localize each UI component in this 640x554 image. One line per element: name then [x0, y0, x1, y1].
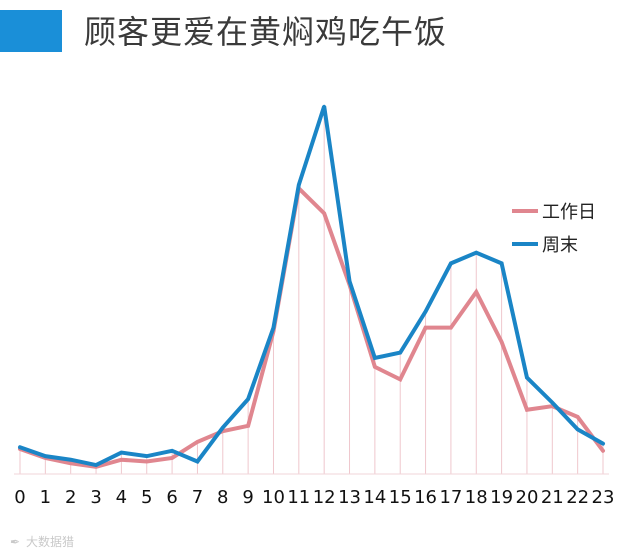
- data-point-weekend-18: [474, 251, 478, 255]
- x-tick-label-0: 0: [14, 487, 25, 508]
- data-point-weekend-6: [170, 449, 174, 453]
- weibo-icon: ✒: [9, 535, 21, 549]
- data-point-weekday-18: [474, 290, 478, 294]
- x-tick-label-23: 23: [592, 487, 615, 508]
- data-point-weekday-7: [195, 440, 199, 444]
- x-tick-label-6: 6: [166, 487, 177, 508]
- x-tick-label-7: 7: [192, 487, 203, 508]
- chart-title: 顾客更爱在黄焖鸡吃午饭: [84, 13, 448, 51]
- x-tick-label-18: 18: [465, 487, 488, 508]
- data-point-weekend-14: [373, 356, 377, 360]
- data-point-weekend-11: [297, 183, 301, 187]
- x-tick-label-20: 20: [516, 487, 539, 508]
- data-point-weekday-17: [449, 326, 453, 330]
- x-tick-label-1: 1: [40, 487, 51, 508]
- data-point-weekday-9: [246, 424, 250, 428]
- data-point-weekend-17: [449, 261, 453, 265]
- x-tick-label-15: 15: [389, 487, 412, 508]
- x-tick-label-11: 11: [287, 487, 310, 508]
- x-tick-label-13: 13: [338, 487, 361, 508]
- data-point-weekend-13: [348, 279, 352, 283]
- data-point-weekday-12: [322, 211, 326, 215]
- data-point-weekday-5: [145, 460, 149, 464]
- data-point-weekend-0: [18, 445, 22, 449]
- x-tick-label-22: 22: [566, 487, 589, 508]
- data-point-weekend-9: [246, 397, 250, 401]
- x-tick-label-4: 4: [116, 487, 127, 508]
- data-point-weekday-22: [576, 415, 580, 419]
- data-point-weekend-22: [576, 427, 580, 431]
- x-tick-label-8: 8: [217, 487, 228, 508]
- x-tick-label-19: 19: [490, 487, 513, 508]
- series-line-weekend: [18, 105, 605, 468]
- data-point-weekend-3: [94, 463, 98, 467]
- data-point-weekend-1: [43, 454, 47, 458]
- x-axis-tick-labels: 0 1 2 3 4 5 6 7 8 9 10 11 12 13 14 15 16 17 18 19 20 21 22 23: [14, 487, 614, 508]
- data-point-weekend-12: [322, 104, 326, 108]
- data-point-weekday-19: [500, 340, 504, 344]
- data-point-weekday-4: [119, 458, 123, 462]
- data-point-weekday-16: [424, 326, 428, 330]
- data-point-weekend-19: [500, 261, 504, 265]
- x-tick-label-12: 12: [313, 487, 336, 508]
- data-point-weekday-23: [601, 449, 605, 453]
- x-tick-label-16: 16: [414, 487, 437, 508]
- x-tick-label-2: 2: [65, 487, 76, 508]
- data-point-weekday-6: [170, 456, 174, 460]
- x-tick-label-14: 14: [363, 487, 386, 508]
- x-tick-label-3: 3: [90, 487, 101, 508]
- series-line-weekday: [18, 184, 605, 469]
- x-tick-label-9: 9: [242, 487, 253, 508]
- data-point-weekend-4: [119, 451, 123, 455]
- data-point-weekday-2: [69, 461, 73, 465]
- data-point-weekday-15: [398, 377, 402, 381]
- data-point-weekend-5: [145, 454, 149, 458]
- data-point-weekend-16: [424, 310, 428, 314]
- watermark-text: 大数据猎: [26, 535, 75, 549]
- vertical-guide-lines: [19, 106, 604, 474]
- data-point-weekend-23: [601, 442, 605, 446]
- series-lines: [18, 104, 605, 469]
- x-tick-label-5: 5: [141, 487, 152, 508]
- data-point-weekday-14: [373, 365, 377, 369]
- title-accent-bar: [0, 10, 62, 52]
- data-point-weekend-10: [271, 326, 275, 330]
- data-point-weekend-20: [525, 376, 529, 380]
- legend-label-weekday: 工作日: [542, 202, 596, 223]
- data-point-weekend-15: [398, 351, 402, 355]
- data-point-weekday-20: [525, 408, 529, 412]
- x-tick-label-10: 10: [262, 487, 285, 508]
- x-tick-label-21: 21: [541, 487, 564, 508]
- data-point-weekend-21: [550, 401, 554, 405]
- data-point-weekend-7: [195, 460, 199, 464]
- x-tick-label-17: 17: [439, 487, 462, 508]
- legend-label-weekend: 周末: [542, 235, 578, 256]
- data-point-weekend-2: [69, 458, 73, 462]
- data-point-weekend-8: [221, 426, 225, 430]
- watermark: ✒ 大数据猎: [8, 532, 74, 552]
